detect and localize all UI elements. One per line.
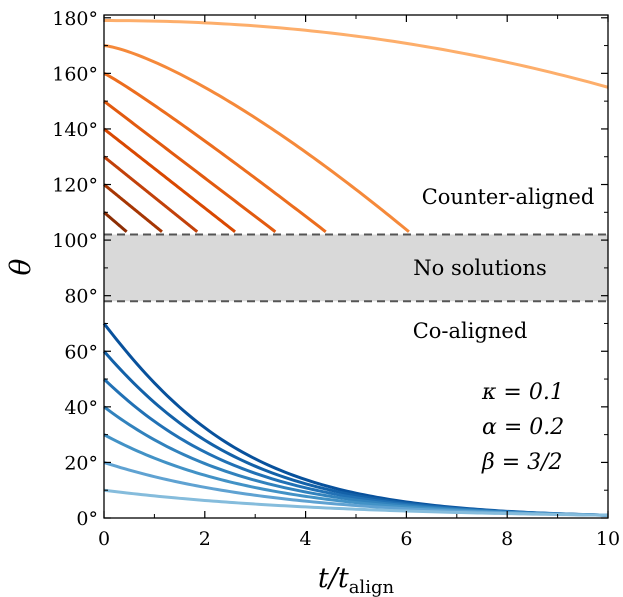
param-beta: β = 3/2	[481, 450, 563, 475]
y-axis-label: θ	[4, 258, 37, 275]
y-tick-label: 20°	[64, 452, 98, 474]
counter-aligned-line-140	[103, 127, 236, 233]
counter-aligned-label: Counter-aligned	[422, 185, 595, 209]
counter-aligned-line-160	[103, 72, 327, 233]
x-tick-label: 8	[501, 528, 513, 550]
y-tick-label: 0°	[76, 508, 98, 530]
y-tick-label: 80°	[64, 286, 98, 308]
counter-aligned-line-110	[102, 211, 128, 234]
x-axis-label-subscript: align	[349, 577, 395, 597]
y-tick-label: 100°	[52, 230, 98, 252]
param-alpha: α = 0.2	[482, 415, 564, 440]
ticks-layer: 0 2 4 6 8 100°20°40°60°80°100°120°140°160°180…	[52, 8, 620, 550]
y-tick-label: 140°	[52, 119, 98, 141]
no-solutions-band	[104, 234, 608, 302]
x-tick-label: 6	[400, 528, 412, 550]
series-layer	[102, 19, 609, 517]
band-label: No solutions	[413, 256, 546, 280]
counter-aligned-line-170	[103, 44, 410, 233]
co-aligned-line-10	[103, 488, 609, 517]
y-tick-label: 60°	[64, 341, 98, 363]
x-tick-label: 0	[98, 528, 110, 550]
x-axis-label: t/talign	[318, 563, 395, 597]
counter-aligned-line-179	[104, 19, 609, 89]
x-tick-label: 4	[300, 528, 312, 550]
y-tick-label: 120°	[52, 175, 98, 197]
x-tick-label: 10	[596, 528, 620, 550]
y-tick-label: 180°	[52, 8, 98, 30]
x-axis-label-main: t/t	[318, 563, 349, 594]
y-tick-label: 40°	[64, 397, 98, 419]
counter-aligned-line-120	[103, 183, 163, 233]
co-aligned-label: Co-aligned	[413, 319, 528, 343]
y-tick-label: 160°	[52, 63, 98, 85]
counter-aligned-line-150	[103, 99, 277, 233]
x-tick-label: 2	[199, 528, 211, 550]
counter-aligned-line-130	[103, 155, 199, 233]
param-kappa: κ = 0.1	[481, 380, 564, 405]
